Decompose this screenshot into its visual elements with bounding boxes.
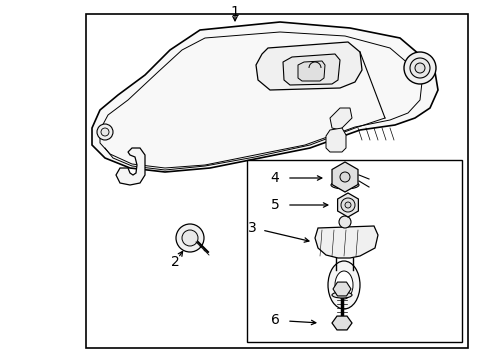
Circle shape bbox=[403, 52, 435, 84]
Text: 2: 2 bbox=[170, 255, 179, 269]
Polygon shape bbox=[297, 61, 325, 81]
Polygon shape bbox=[331, 316, 351, 330]
Polygon shape bbox=[332, 282, 350, 296]
Ellipse shape bbox=[327, 261, 359, 309]
Polygon shape bbox=[331, 162, 357, 192]
Polygon shape bbox=[337, 193, 358, 217]
Circle shape bbox=[339, 172, 349, 182]
Polygon shape bbox=[325, 128, 346, 152]
Circle shape bbox=[338, 216, 350, 228]
Polygon shape bbox=[314, 226, 377, 258]
Circle shape bbox=[176, 224, 203, 252]
Ellipse shape bbox=[331, 292, 351, 298]
Polygon shape bbox=[92, 22, 437, 172]
Ellipse shape bbox=[334, 271, 352, 299]
Circle shape bbox=[340, 198, 354, 212]
Polygon shape bbox=[116, 148, 145, 185]
Circle shape bbox=[414, 63, 424, 73]
Polygon shape bbox=[256, 42, 361, 90]
Circle shape bbox=[182, 230, 198, 246]
Ellipse shape bbox=[330, 181, 358, 189]
Text: 5: 5 bbox=[270, 198, 279, 212]
Circle shape bbox=[97, 124, 113, 140]
Text: 3: 3 bbox=[247, 221, 256, 235]
Circle shape bbox=[345, 202, 350, 208]
Bar bbox=[86, 14, 467, 348]
Polygon shape bbox=[329, 108, 351, 130]
Polygon shape bbox=[283, 54, 339, 85]
Text: 4: 4 bbox=[270, 171, 279, 185]
Text: 6: 6 bbox=[270, 313, 279, 327]
Circle shape bbox=[409, 58, 429, 78]
Text: 1: 1 bbox=[230, 5, 239, 19]
Circle shape bbox=[101, 128, 109, 136]
Bar bbox=[246, 160, 461, 342]
